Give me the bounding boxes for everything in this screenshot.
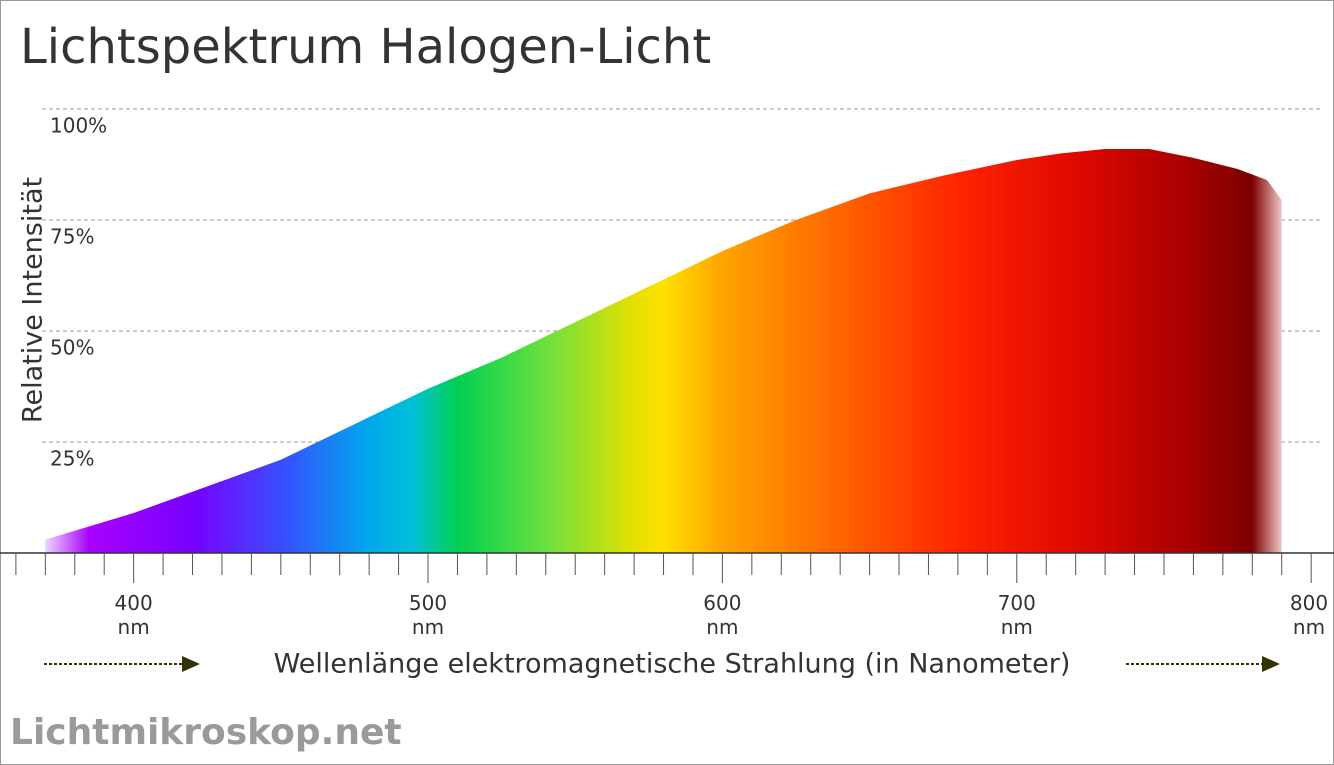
x-tick-label: 600 nm	[703, 591, 742, 639]
x-axis-label: Wellenlänge elektromagnetische Strahlung…	[274, 649, 1071, 680]
chart-title: Lichtspektrum Halogen-Licht	[20, 19, 711, 75]
footer: Lichtmikroskop.net	[10, 712, 402, 753]
y-axis-label: Relative Intensität	[18, 177, 49, 423]
y-tick-label: 100%	[50, 114, 107, 138]
x-tick-label: 400 nm	[114, 591, 153, 639]
area	[45, 148, 1282, 553]
y-tick-label: 25%	[50, 447, 94, 471]
arrow	[1126, 656, 1280, 672]
x-tick-label: 800 nm	[1289, 591, 1329, 639]
x-tick-label: 500 nm	[408, 591, 448, 639]
arrow	[44, 656, 200, 672]
y-tick-label: 75%	[50, 225, 94, 249]
x-tick-label: 700 nm	[997, 591, 1036, 639]
y-tick-label: 50%	[50, 336, 94, 360]
